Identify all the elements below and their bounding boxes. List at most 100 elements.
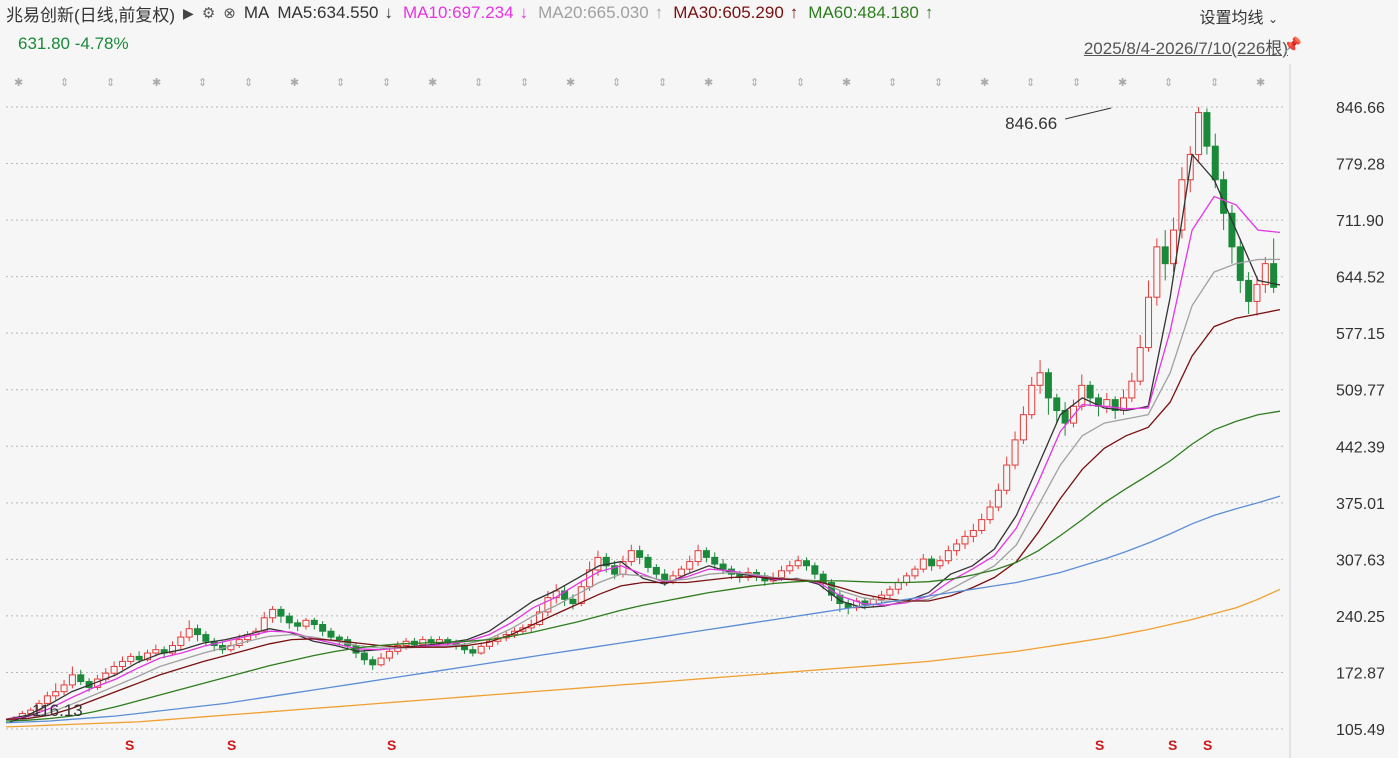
event-marker-icon: ⇕ [520, 77, 529, 89]
candle-body [652, 566, 660, 575]
chart-header: 兆易创新(日线,前复权) ▶ ⚙ ⊗ MA MA5:634.550 ↓ MA10:6… [0, 0, 1398, 60]
event-marker-icon: ⇕ [1164, 77, 1173, 89]
candle-body [919, 558, 927, 570]
candle-body [1211, 145, 1219, 181]
event-marker-icon: ✱ [152, 77, 161, 89]
candle-body [1145, 296, 1153, 349]
current-price: 631.80 [18, 34, 70, 53]
signal-s-marker: S [1095, 737, 1104, 753]
candle-body [486, 640, 493, 647]
candle-body [335, 636, 343, 641]
candle-body [627, 550, 635, 563]
event-marker-icon: ✱ [980, 77, 989, 89]
chevron-down-icon: ⌄ [1267, 12, 1278, 26]
ma-item: MA5:634.550 ↓ [277, 3, 393, 23]
candle-body [127, 655, 135, 662]
candle-body [202, 634, 210, 642]
candle-body [369, 659, 377, 666]
event-marker-icon: ⇕ [474, 77, 483, 89]
candle-body [118, 660, 126, 667]
signal-s-marker: S [1203, 737, 1212, 753]
event-marker-icon: ⇕ [60, 77, 69, 89]
candle-body [1220, 179, 1228, 214]
candle-body [152, 649, 160, 654]
candle-body [52, 691, 60, 697]
candle-body [1053, 397, 1061, 412]
high-pointer [1065, 107, 1112, 120]
candle-body [903, 575, 911, 584]
event-marker-icon: ⇕ [934, 77, 943, 89]
event-marker-icon: ✱ [1256, 77, 1265, 89]
event-marker-icon: ✱ [290, 77, 299, 89]
signal-s-marker: S [1168, 737, 1177, 753]
date-range[interactable]: 2025/8/4-2026/7/10(226根) [1083, 39, 1288, 58]
candle-body [969, 530, 977, 537]
candle-body [1161, 246, 1169, 265]
candle-body [694, 550, 702, 563]
gear-icon[interactable]: ⚙ [201, 5, 216, 22]
candle-body [561, 590, 569, 600]
y-tick-label: 577.15 [1336, 326, 1385, 343]
candle-body [110, 665, 118, 674]
ma-line-ma10 [5, 195, 1281, 720]
ma-item-label: MA30:605.290 [673, 3, 784, 22]
event-marker-icon: ✱ [842, 77, 851, 89]
candle-body [1044, 372, 1052, 399]
event-marker-icon: ⇕ [658, 77, 667, 89]
candle-body [978, 519, 986, 532]
candle-body [169, 644, 176, 654]
event-marker-icon: ✱ [428, 77, 437, 89]
candle-body [1153, 246, 1161, 298]
candle-body [1003, 464, 1011, 491]
ma-label: MA [243, 3, 270, 22]
event-marker-icon: ⇕ [796, 77, 805, 89]
candle-body [577, 586, 585, 605]
candle-body [60, 684, 68, 693]
pin-icon[interactable]: 📌 [1283, 37, 1302, 54]
candle-body [1136, 347, 1144, 382]
event-marker-icon: ✱ [14, 77, 23, 89]
candle-body [1078, 384, 1086, 407]
settings-ma-button[interactable]: 设置均线 ⌄ [1199, 4, 1278, 28]
candle-body [569, 598, 577, 605]
candle-body [702, 550, 710, 558]
candle-body [277, 608, 285, 617]
event-marker-icon: ✱ [704, 77, 713, 89]
candle-body [143, 652, 151, 661]
event-marker-icon: ⇕ [1072, 77, 1081, 89]
candle-body [1245, 279, 1253, 302]
candle-body [961, 535, 969, 545]
y-tick-label: 779.28 [1336, 157, 1385, 174]
event-marker-icon: ⇕ [198, 77, 207, 89]
play-icon[interactable]: ▶ [183, 4, 194, 21]
ma-line-ma60 [5, 410, 1281, 722]
low-pointer [9, 711, 41, 723]
candle-body [711, 556, 719, 565]
candle-body [1261, 263, 1269, 286]
candle-body [327, 630, 335, 638]
candle-body [177, 636, 185, 646]
ma-line-ma5 [5, 153, 1281, 720]
ma-trend-arrow: ↑ [924, 3, 934, 22]
ma-trend-arrow: ↓ [384, 3, 394, 22]
candle-body [794, 560, 802, 567]
candle-body [1111, 399, 1119, 412]
candle-body [894, 582, 902, 590]
ma-trend-arrow: ↑ [654, 3, 664, 22]
event-marker-icon: ⇕ [888, 77, 897, 89]
y-tick-label: 105.49 [1336, 722, 1385, 739]
ma-trend-arrow: ↓ [519, 3, 529, 22]
ma-line-ma120 [5, 495, 1281, 724]
low-label: 116.13 [32, 701, 83, 720]
close-circle-icon[interactable]: ⊗ [223, 5, 236, 22]
candle-body [77, 674, 85, 683]
candle-body [611, 565, 619, 575]
settings-label: 设置均线 [1199, 10, 1264, 27]
candle-body [1195, 112, 1203, 156]
candle-body [1253, 284, 1261, 302]
event-marker-icon: ⇕ [336, 77, 345, 89]
y-tick-label: 442.39 [1336, 439, 1385, 456]
candle-body [886, 588, 894, 596]
candle-body [944, 550, 952, 562]
